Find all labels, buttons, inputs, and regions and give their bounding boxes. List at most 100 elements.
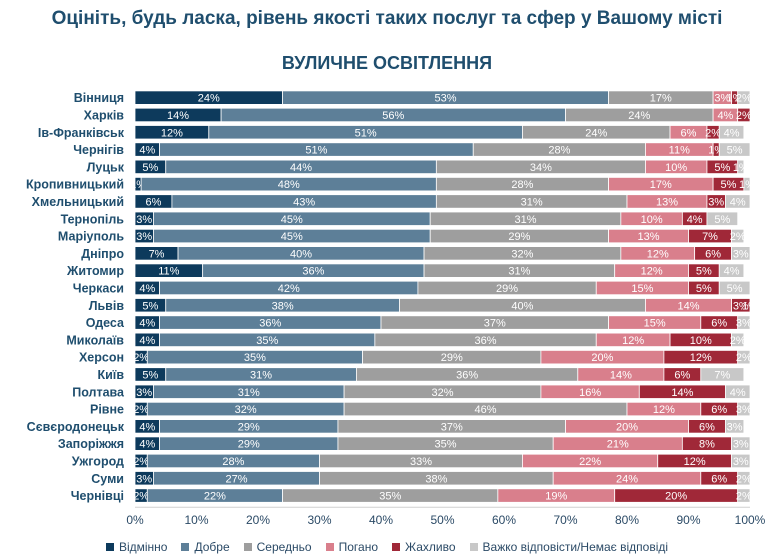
- bar-segment: [737, 159, 745, 175]
- data-label: 51%: [355, 127, 377, 139]
- data-label: 37%: [484, 318, 506, 330]
- category-label: Чернігів: [73, 143, 124, 157]
- data-label: 53%: [435, 93, 457, 105]
- category-label: Хмельницький: [32, 195, 124, 209]
- data-label: 2%: [133, 352, 149, 364]
- data-label: 38%: [425, 473, 447, 485]
- data-label: 40%: [511, 300, 533, 312]
- data-label: 14%: [610, 369, 632, 381]
- data-label: 22%: [204, 491, 226, 503]
- legend: Відмінно Добре Середньо Погано Жахливо В…: [0, 540, 774, 554]
- category-label: Харків: [84, 108, 125, 122]
- data-label: 29%: [441, 352, 463, 364]
- legend-swatch: [243, 543, 252, 551]
- legend-swatch: [469, 543, 478, 551]
- data-label: 13%: [656, 196, 678, 208]
- x-tick-label: 0%: [126, 513, 144, 527]
- category-label: Черкаси: [73, 281, 124, 295]
- data-label: 6%: [711, 473, 727, 485]
- legend-item-excellent: Відмінно: [105, 540, 167, 554]
- data-label: 29%: [238, 439, 260, 451]
- category-label: Запоріжжя: [58, 437, 124, 451]
- legend-item-terrible: Жахливо: [392, 540, 456, 554]
- data-label: 12%: [684, 456, 706, 468]
- data-label: 32%: [431, 387, 453, 399]
- data-label: 36%: [302, 266, 324, 278]
- data-label: 4%: [724, 127, 740, 139]
- data-label: 2%: [730, 231, 746, 243]
- data-label: 4%: [717, 110, 733, 122]
- category-label: Миколаїв: [66, 333, 124, 347]
- data-label: 4%: [139, 421, 155, 433]
- category-label: Ужгород: [72, 454, 124, 468]
- data-label: 1%: [742, 300, 758, 312]
- data-label: 37%: [441, 421, 463, 433]
- category-label: Чернівці: [71, 489, 124, 503]
- data-label: 6%: [681, 127, 697, 139]
- data-label: 3%: [714, 93, 730, 105]
- data-label: 24%: [616, 473, 638, 485]
- data-label: 28%: [548, 145, 570, 157]
- bar-segment: [718, 263, 745, 278]
- data-label: 28%: [511, 179, 533, 191]
- x-tick-label: 40%: [369, 513, 393, 527]
- legend-label: Середньо: [256, 540, 312, 554]
- data-label: 13%: [638, 231, 660, 243]
- data-label: 31%: [508, 266, 530, 278]
- data-label: 4%: [139, 145, 155, 157]
- data-label: 16%: [579, 387, 601, 399]
- data-label: 11%: [669, 145, 690, 157]
- data-label: 10%: [641, 214, 663, 226]
- data-label: 14%: [167, 110, 189, 122]
- data-label: 29%: [496, 283, 518, 295]
- data-label: 3%: [727, 421, 743, 433]
- category-label: Дніпро: [81, 247, 124, 261]
- bar-segment: [718, 280, 751, 296]
- data-label: 4%: [687, 214, 703, 226]
- data-label: 12%: [641, 266, 663, 278]
- category-label: Рівне: [90, 403, 124, 417]
- bar-segment: [731, 332, 745, 348]
- data-label: 5%: [142, 369, 158, 381]
- data-label: 34%: [530, 162, 552, 174]
- data-label: 44%: [290, 162, 312, 174]
- page-title: Оцініть, будь ласка, рівень якості таких…: [51, 8, 723, 29]
- data-label: 31%: [515, 214, 537, 226]
- data-label: 36%: [259, 318, 281, 330]
- data-label: 31%: [250, 369, 272, 381]
- data-label: 5%: [142, 162, 158, 174]
- category-label: Київ: [97, 368, 124, 382]
- data-label: 31%: [238, 387, 260, 399]
- data-label: 5%: [714, 162, 730, 174]
- data-label: 10%: [690, 335, 712, 347]
- legend-item-good: Добре: [181, 540, 230, 554]
- category-label: Львів: [89, 299, 125, 313]
- data-label: 3%: [136, 214, 152, 226]
- data-label: 4%: [724, 266, 740, 278]
- data-label: 6%: [699, 421, 715, 433]
- data-label: 24%: [628, 110, 650, 122]
- data-label: 4%: [730, 196, 746, 208]
- x-tick-label: 80%: [615, 513, 639, 527]
- category-label: Полтава: [72, 385, 125, 399]
- data-label: 17%: [650, 179, 672, 191]
- category-label: Суми: [91, 472, 124, 486]
- data-label: 2%: [705, 127, 721, 139]
- bar-segment: [737, 90, 751, 105]
- data-label: 4%: [139, 318, 155, 330]
- data-label: 27%: [225, 473, 247, 485]
- data-label: 5%: [696, 266, 712, 278]
- data-label: 7%: [149, 248, 165, 260]
- data-label: 10%: [665, 162, 687, 174]
- data-label: 4%: [139, 439, 155, 451]
- legend-swatch: [105, 543, 114, 551]
- data-label: 3%: [136, 473, 152, 485]
- data-label: 20%: [616, 421, 638, 433]
- data-label: 14%: [671, 387, 693, 399]
- data-label: 38%: [272, 300, 294, 312]
- data-label: 15%: [644, 318, 666, 330]
- bar-segment: [731, 453, 751, 469]
- data-label: 6%: [711, 404, 727, 416]
- data-label: 17%: [650, 93, 672, 105]
